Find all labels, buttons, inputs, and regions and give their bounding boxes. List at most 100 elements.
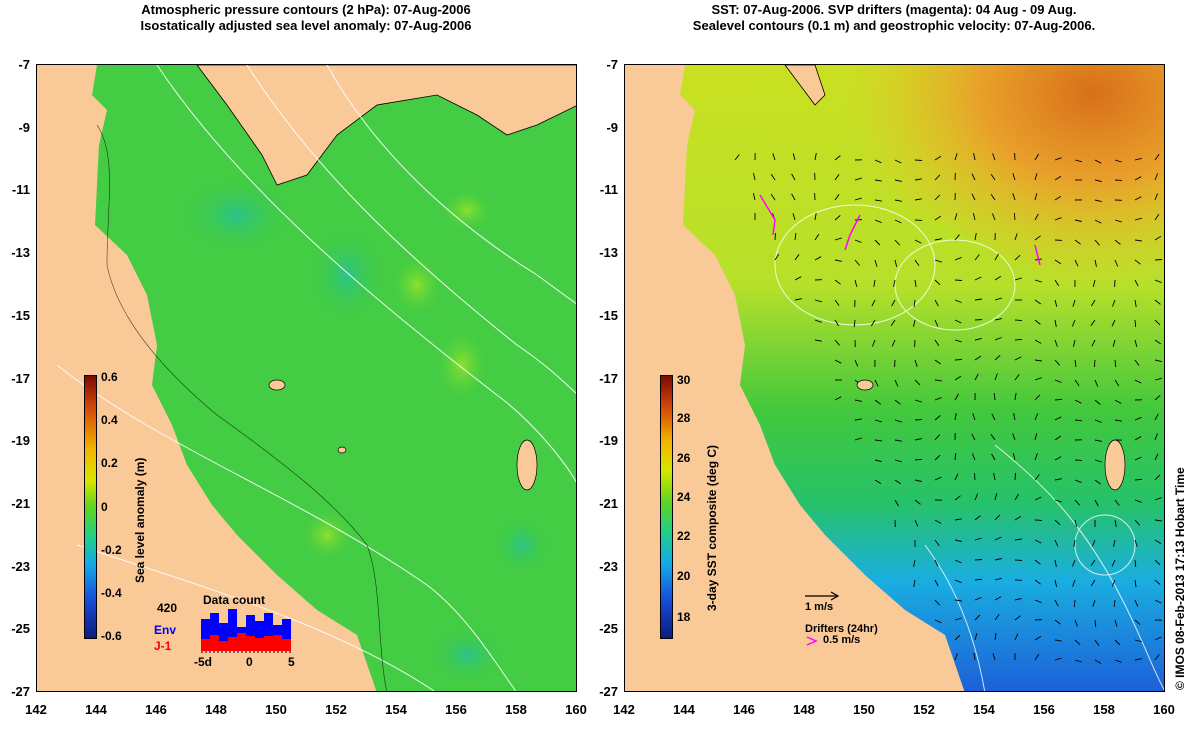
velocity-vector	[1054, 499, 1062, 503]
left-title-line2: Isostatically adjusted sea level anomaly…	[140, 18, 472, 33]
velocity-vector	[870, 319, 876, 327]
velocity-vector	[1012, 433, 1016, 441]
data-count-xtick: 0	[246, 655, 253, 669]
velocity-vector	[1094, 199, 1102, 203]
right-cbar-tick: 30	[677, 373, 691, 387]
velocity-vector	[954, 234, 960, 241]
velocity-vector	[1114, 219, 1122, 223]
lon-tick: 142	[25, 702, 47, 717]
velocity-vector	[1134, 176, 1142, 181]
velocity-vector	[1034, 413, 1039, 421]
velocity-vector	[1094, 659, 1102, 664]
velocity-vector	[1014, 356, 1022, 361]
velocity-vector	[791, 193, 796, 201]
velocity-vector	[1034, 559, 1041, 565]
right-cbar-tick: 18	[677, 610, 691, 624]
velocity-vector	[1154, 413, 1159, 421]
velocity-vector	[974, 233, 977, 241]
velocity-vector	[1094, 239, 1100, 246]
velocity-vector	[1054, 599, 1059, 607]
velocity-vector	[1014, 633, 1019, 641]
velocity-vector	[874, 259, 878, 267]
velocity-vector	[894, 379, 899, 387]
velocity-vector	[1111, 579, 1116, 587]
velocity-vector	[871, 339, 876, 347]
velocity-vector	[1134, 579, 1137, 587]
velocity-vector	[972, 413, 976, 421]
velocity-vector	[1012, 453, 1016, 461]
velocity-vector	[1114, 239, 1121, 245]
velocity-vector	[914, 178, 922, 181]
velocity-vector	[1134, 619, 1141, 626]
velocity-vector	[992, 653, 996, 661]
drifters-speed-label: 0.5 m/s	[823, 634, 861, 646]
data-count-env-label: Env	[154, 623, 177, 637]
lon-tick: 148	[205, 702, 227, 717]
velocity-vector	[1012, 193, 1016, 201]
lat-tick: -11	[11, 182, 30, 197]
velocity-vector	[1094, 459, 1102, 463]
left-colorbar	[84, 375, 97, 639]
velocity-vector	[1054, 398, 1063, 401]
velocity-vector	[894, 199, 902, 202]
lon-tick: 154	[385, 702, 407, 717]
velocity-vector	[974, 633, 978, 641]
velocity-vector	[1134, 279, 1139, 287]
velocity-vector	[1154, 279, 1162, 284]
velocity-vector	[990, 173, 996, 181]
velocity-vector	[894, 179, 902, 182]
lon-tick: 152	[913, 702, 935, 717]
velocity-vector	[954, 213, 958, 221]
data-count-xtick: 5	[288, 655, 295, 669]
left-anomaly-high	[392, 255, 442, 315]
lon-tick: 146	[733, 702, 755, 717]
velocity-vector	[874, 479, 882, 484]
velocity-vector	[1154, 394, 1161, 401]
left-pressure-contours	[56, 65, 576, 691]
velocity-vector	[1134, 456, 1142, 461]
velocity-vector	[894, 259, 898, 267]
left-map-title: Atmospheric pressure contours (2 hPa): 0…	[36, 2, 576, 34]
velocity-vector	[834, 319, 840, 327]
velocity-vector	[1094, 219, 1102, 224]
lon-tick: 142	[613, 702, 635, 717]
velocity-vector	[891, 339, 896, 347]
velocity-vector	[954, 256, 962, 261]
velocity-vector	[1154, 497, 1162, 501]
lon-tick: 158	[505, 702, 527, 717]
velocity-vector	[934, 476, 942, 481]
velocity-vector	[954, 339, 962, 343]
velocity-vector	[1111, 319, 1116, 327]
lat-tick: -21	[11, 496, 30, 511]
velocity-vector	[1054, 519, 1061, 526]
lat-tick: -25	[599, 621, 618, 636]
lon-tick: 154	[973, 702, 995, 717]
velocity-vector	[770, 193, 776, 201]
velocity-vector	[874, 459, 882, 463]
velocity-vector	[1034, 235, 1041, 241]
velocity-vector	[753, 173, 756, 181]
velocity-vector	[1014, 254, 1021, 261]
velocity-vector	[934, 259, 942, 263]
lat-tick: -11	[599, 182, 618, 197]
velocity-vector	[934, 359, 941, 365]
velocity-vector	[1154, 319, 1161, 326]
velocity-vector	[914, 198, 922, 201]
velocity-vector	[1054, 579, 1058, 587]
velocity-vector	[1014, 597, 1022, 601]
velocity-vector	[994, 577, 1002, 581]
velocity-vector	[874, 159, 882, 164]
velocity-vector	[1113, 539, 1116, 547]
velocity-vector	[994, 514, 1001, 521]
velocity-vector	[894, 399, 901, 405]
velocity-vector	[1114, 519, 1117, 527]
velocity-vector	[954, 413, 957, 421]
velocity-vector	[1114, 499, 1120, 506]
velocity-vector	[994, 493, 998, 501]
velocity-vector	[974, 597, 982, 601]
velocity-vector	[934, 215, 942, 221]
velocity-vector	[1091, 339, 1096, 347]
velocity-vector	[1054, 539, 1059, 547]
velocity-vector	[994, 253, 999, 261]
lat-tick: -27	[599, 684, 618, 699]
